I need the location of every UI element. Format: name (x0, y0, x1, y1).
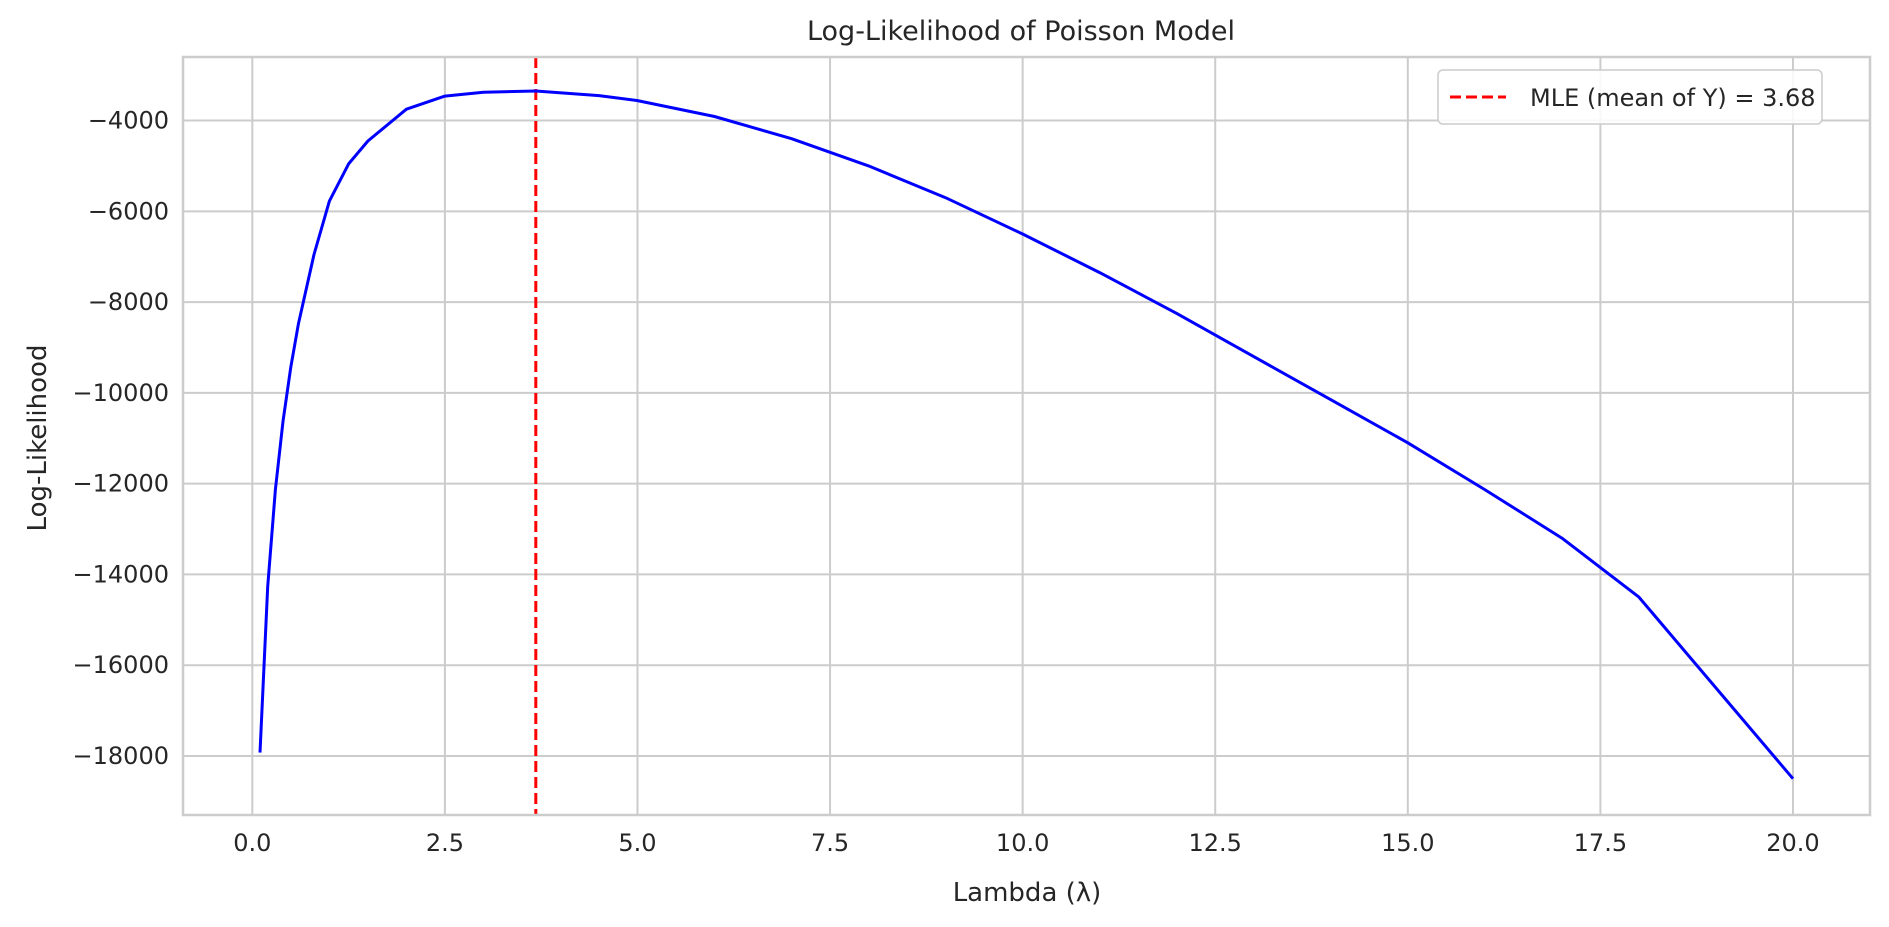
y-tick-label: −12000 (73, 470, 169, 498)
x-tick-label: 15.0 (1381, 829, 1434, 857)
y-tick-label: −16000 (73, 651, 169, 679)
x-tick-label: 12.5 (1189, 829, 1242, 857)
x-tick-label: 7.5 (811, 829, 849, 857)
x-axis-ticks: 0.0 2.5 5.0 7.5 10.0 12.5 15.0 17.5 20.0 (233, 829, 1819, 857)
y-tick-label: −6000 (88, 197, 169, 225)
x-tick-label: 0.0 (233, 829, 271, 857)
legend: MLE (mean of Y) = 3.68 (1437, 69, 1823, 125)
x-axis-label: Lambda (λ) (953, 878, 1102, 908)
legend-box (1437, 69, 1823, 125)
y-tick-label: −10000 (73, 379, 169, 407)
x-tick-label: 17.5 (1574, 829, 1627, 857)
y-tick-label: −8000 (88, 288, 169, 316)
legend-label-mle: MLE (mean of Y) = 3.68 (1530, 84, 1816, 112)
y-axis-label: Log-Likelihood (23, 345, 53, 532)
x-tick-label: 10.0 (996, 829, 1049, 857)
series-layer (258, 89, 1795, 780)
plot-frame (181, 55, 1872, 817)
y-axis-ticks: −4000 −6000 −8000 −10000 −12000 −14000 −16000 −… (73, 107, 169, 770)
y-tick-label: −18000 (73, 742, 169, 770)
x-tick-label: 20.0 (1766, 829, 1819, 857)
y-tick-label: −14000 (73, 560, 169, 588)
chart-title: Log-Likelihood of Poisson Model (807, 16, 1235, 47)
x-tick-label: 2.5 (426, 829, 464, 857)
x-tick-label: 5.0 (618, 829, 656, 857)
log-likelihood-line (258, 89, 1795, 780)
y-tick-label: −4000 (88, 107, 169, 135)
